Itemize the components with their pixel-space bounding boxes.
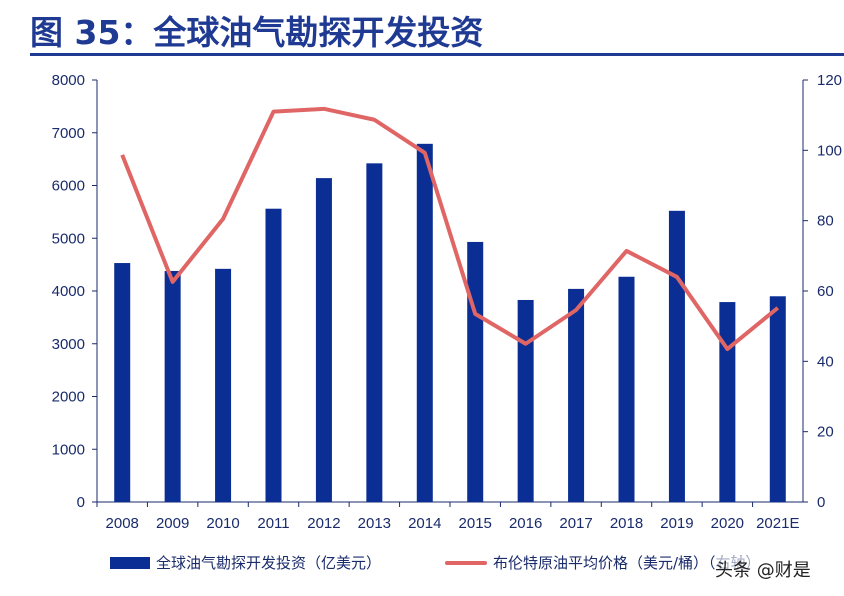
watermark: 头条 @财是 [715, 556, 811, 582]
bar [517, 299, 534, 502]
bar [618, 276, 635, 502]
left-tick-label: 0 [77, 494, 85, 511]
bar [265, 208, 282, 502]
left-tick-label: 5000 [52, 230, 85, 247]
legend-bar: 全球油气勘探开发投资（亿美元） [110, 552, 381, 573]
left-tick-label: 2000 [52, 389, 85, 406]
bar [366, 163, 383, 502]
x-tick-label: 2016 [509, 515, 542, 532]
bar [315, 178, 332, 503]
price-line [120, 106, 780, 352]
right-tick-label: 100 [817, 142, 842, 159]
x-tick-label: 2009 [156, 515, 189, 532]
legend-line-swatch [445, 560, 487, 565]
left-tick-label: 3000 [52, 336, 85, 353]
x-tick-label: 2019 [660, 515, 693, 532]
x-tick-label: 2018 [610, 515, 643, 532]
x-tick-label: 2021E [756, 515, 799, 532]
figure-title: 图 35：全球油气勘探开发投资 [30, 13, 484, 52]
legend-line-label: 布伦特原油平均价格（美元/桶）（右轴） [493, 554, 761, 572]
right-tick-label: 40 [817, 353, 834, 370]
left-tick-label: 4000 [52, 283, 85, 300]
bar [769, 296, 786, 502]
x-tick-label: 2014 [408, 515, 441, 532]
legend-bar-swatch [110, 556, 150, 569]
bar [164, 270, 181, 502]
x-tick-label: 2008 [106, 515, 139, 532]
x-tick-label: 2020 [711, 515, 744, 532]
right-tick-label: 120 [817, 72, 842, 89]
left-tick-label: 6000 [52, 178, 85, 195]
right-tick-label: 80 [817, 213, 834, 230]
left-tick-label: 7000 [52, 125, 85, 142]
bar [114, 263, 131, 502]
bar [568, 288, 585, 502]
bar [215, 268, 232, 502]
right-tick-label: 20 [817, 424, 834, 441]
bar [719, 302, 736, 502]
legend-bar-label: 全球油气勘探开发投资（亿美元） [156, 554, 382, 572]
x-tick-label: 2013 [358, 515, 391, 532]
x-tick-label: 2011 [257, 515, 289, 532]
legend-line: 布伦特原油平均价格（美元/桶）（右轴） [445, 552, 761, 573]
x-tick-label: 2012 [307, 515, 340, 532]
left-tick-label: 8000 [52, 72, 85, 89]
x-tick-label: 2010 [206, 515, 239, 532]
bar [416, 143, 433, 502]
x-tick-label: 2015 [459, 515, 492, 532]
right-tick-label: 60 [817, 283, 834, 300]
right-tick-label: 0 [817, 494, 825, 511]
x-tick-label: 2017 [559, 515, 592, 532]
title-underline [30, 53, 844, 56]
bar [467, 241, 484, 502]
left-tick-label: 1000 [52, 441, 85, 458]
bar [668, 210, 685, 502]
